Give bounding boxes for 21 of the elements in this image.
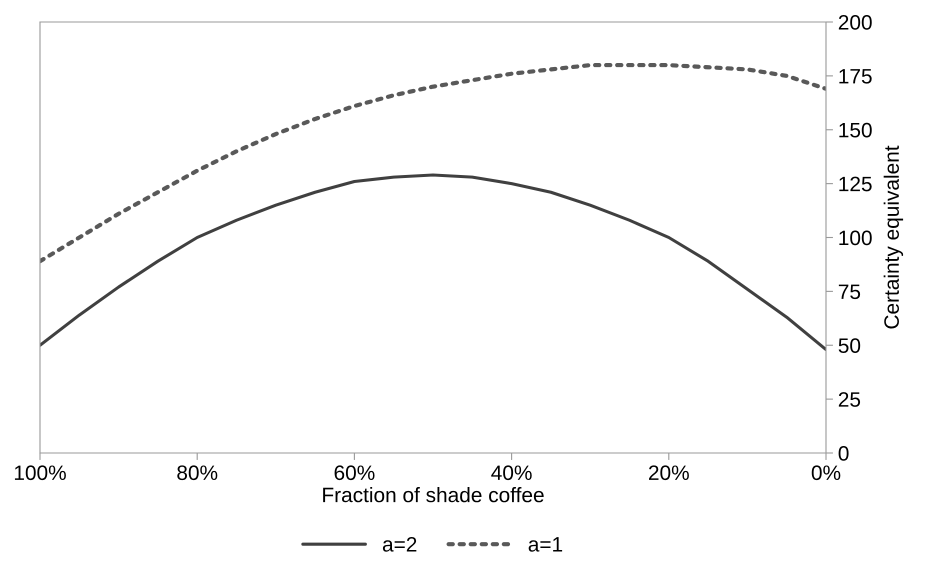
y-tick-label: 75 (838, 284, 860, 300)
y-tick-label: 0 (838, 446, 849, 461)
line-series (40, 173, 826, 352)
x-tick-label: 0% (812, 465, 840, 480)
x-tick-label: 20% (649, 465, 689, 480)
x-tick-label: 80% (177, 465, 218, 480)
y-tick-label: 150 (839, 122, 872, 138)
y-axis-title: Certainty equivalent (884, 146, 904, 329)
legend-label: a=2 (382, 536, 416, 552)
x-tick-label: 60% (334, 465, 375, 480)
y-tick-label: 25 (838, 392, 860, 407)
line-series (40, 63, 826, 264)
x-tick-label: 100% (14, 465, 66, 480)
y-tick-label: 50 (838, 338, 860, 354)
y-tick-label: 175 (839, 69, 872, 84)
y-tick-label: 125 (839, 176, 872, 192)
y-tick-label: 200 (838, 15, 872, 30)
x-tick-label: 40% (491, 465, 532, 480)
legend-label: a=1 (528, 537, 562, 552)
x-axis-title: Fraction of shade coffee (323, 487, 544, 502)
y-tick-label: 100 (839, 230, 872, 246)
